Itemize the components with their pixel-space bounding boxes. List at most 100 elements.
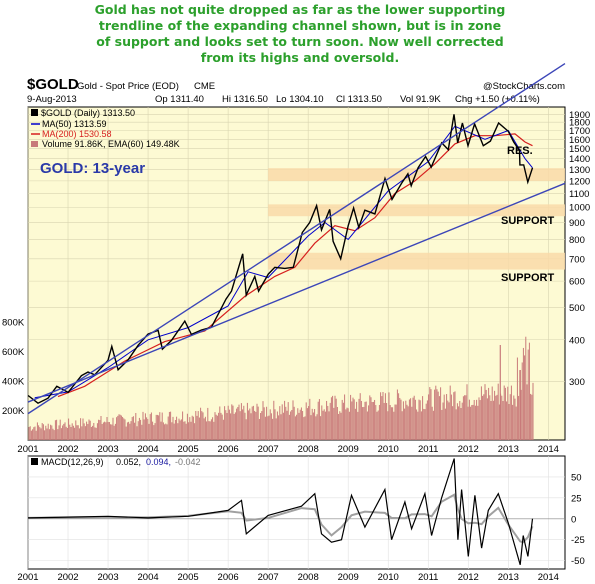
legend-macd-label: MACD(12,26,9) [41,457,104,467]
macd-tick-label: 50 [571,472,582,483]
support-label-upper: SUPPORT [501,215,554,227]
x-tick-label-macd: 2008 [298,572,319,583]
trendline-upper [27,63,566,415]
chart-close: Cl 1313.50 [336,94,382,105]
price-legend: $GOLD (Daily) 1313.50 MA(50) 1313.59 MA(… [31,108,180,149]
support-label-lower: SUPPORT [501,272,554,284]
x-tick-label-main: 2005 [178,444,199,455]
price-tick-label: 1000 [569,203,590,214]
price-tick-label: 500 [569,303,585,314]
price-tick-label: 1900 [569,110,590,121]
price-plot-area [27,106,566,441]
legend-price: $GOLD (Daily) 1313.50 [41,108,135,118]
volume-axis-ticks: 200K 400K 600K 800K [2,318,25,418]
legend-swatch-macd [31,458,38,465]
price-tick-label: 1300 [569,165,590,176]
x-tick-label-macd: 2011 [418,572,438,583]
chart-change: Chg +1.50 (+0.11%) [455,94,540,105]
legend-macd-value: 0.052, [116,457,141,467]
commentary-line-4: from its highs and oversold. [201,50,399,65]
support-zones [268,168,565,270]
macd-series [27,458,534,565]
x-tick-label-main: 2001 [17,444,38,455]
x-tick-label-macd: 2006 [218,572,239,583]
price-tick-label: 1800 [569,118,590,129]
chart-volume: Vol 91.9K [400,94,441,105]
price-tick-label: 1200 [569,176,590,187]
price-tick-label: 800 [569,235,585,246]
x-tick-label-main: 2011 [418,444,438,455]
legend-volume: Volume 91.86K, EMA(60) 149.48K [42,139,180,149]
legend-ma50: MA(50) 1313.59 [42,119,107,129]
volume-tick-label: 200K [2,406,25,417]
x-tick-label-macd: 2009 [338,572,359,583]
x-tick-label-main: 2003 [97,444,118,455]
price-tick-label: 1700 [569,126,590,137]
macd-plot-area [27,455,566,570]
price-tick-label: 1500 [569,144,590,155]
price-series [27,114,534,405]
x-tick-label-main: 2008 [298,444,319,455]
chart-exchange: CME [194,81,215,92]
x-tick-label-main: 2010 [378,444,399,455]
price-tick-label: 300 [569,377,585,388]
legend-histogram-value: -0.042 [175,457,201,467]
chart-high: Hi 1316.50 [222,94,268,105]
price-tick-label: 1100 [569,189,589,200]
price-panel: 300 400 500 600 700 800 900 1000 1100 12001300140… [2,63,590,441]
price-tick-label: 900 [569,218,585,229]
volume-tick-label: 600K [2,347,25,358]
x-tick-label-macd: 2014 [538,572,559,583]
support-zone [268,204,565,217]
x-tick-label-macd: 2010 [378,572,399,583]
macd-tick-label: -50 [571,556,585,567]
price-tick-label: 400 [569,335,585,346]
commentary-line-3: of support and looks set to turn soon. N… [96,34,503,49]
price-tick-label: 1600 [569,135,590,146]
macd-panel: -50 -25 0 25 50 MACD(12,26,9) 0.052, 0.094, … [27,455,585,570]
x-tick-label-macd: 2013 [498,572,519,583]
channel-trendlines [27,63,566,415]
commentary-line-1: Gold has not quite dropped as far as the… [95,2,506,17]
x-tick-label-macd: 2004 [138,572,159,583]
resistance-label: RES. [507,145,533,157]
x-tick-label-main: 2013 [498,444,519,455]
volume-tick-label: 800K [2,318,25,329]
x-tick-label-main: 2009 [338,444,359,455]
commentary-line-2: trendline of the expanding channel shown… [99,18,501,33]
x-tick-label-main: 2014 [538,444,559,455]
macd-signal-line [27,493,534,544]
volume-tick-label: 400K [2,377,25,388]
price-tick-label: 600 [569,277,585,288]
macd-legend: MACD(12,26,9) 0.052, 0.094, -0.042 [31,457,201,467]
volume-bars [28,336,534,440]
x-tick-label-main: 2012 [458,444,479,455]
x-tick-label-macd: 2001 [17,572,38,583]
x-tick-label-main: 2006 [218,444,239,455]
price-tick-label: 700 [569,254,585,265]
x-tick-label-main: 2007 [258,444,279,455]
price-tick-label: 1400 [569,154,590,165]
x-tick-label-macd: 2005 [178,572,199,583]
x-tick-label-macd: 2007 [258,572,279,583]
macd-tick-label: -25 [571,535,585,546]
chart-open: Op 1311.40 [155,94,204,105]
x-tick-label-macd: 2012 [458,572,479,583]
x-axis-labels-macd: 2001 2002 2003 2004 2005 2006 2007 2008 2009 2010… [17,572,558,583]
legend-swatch-price [31,109,38,116]
x-tick-label-main: 2002 [57,444,78,455]
macd-tick-label: 25 [571,493,582,504]
price-axis-ticks: 300 400 500 600 700 800 900 1000 1100 12001300140… [569,110,590,388]
chart-name: Gold - Spot Price (EOD) [77,81,179,92]
macd-line [27,458,534,565]
big-title-annotation: GOLD: 13-year [40,160,145,177]
x-tick-label-main: 2004 [138,444,159,455]
x-tick-label-macd: 2002 [57,572,78,583]
macd-tick-label: 0 [571,514,576,525]
macd-axis-ticks: -50 -25 0 25 50 [571,472,585,567]
legend-swatch-volume [31,141,38,147]
chart-source: @StockCharts.com [483,81,565,92]
chart-low: Lo 1304.10 [276,94,324,105]
support-zone [268,168,565,181]
